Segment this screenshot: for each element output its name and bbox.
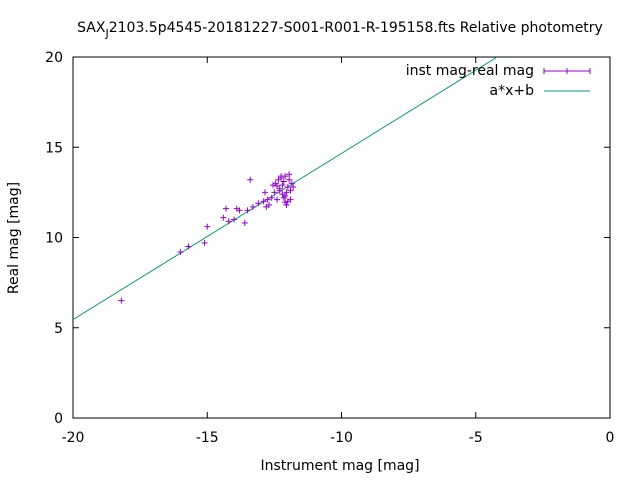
data-point [274,183,281,190]
x-tick-label: -15 [196,430,219,446]
x-axis-label: Instrument mag [mag] [260,458,419,474]
y-axis-label: Real mag [mag] [6,182,22,294]
data-point [271,189,278,196]
data-point [249,203,256,210]
plot-area [73,57,498,321]
x-axis-ticks: -20 -15 -10 -5 0 [62,57,615,446]
data-point [223,205,230,212]
data-point [290,183,297,190]
data-point [201,239,208,246]
data-point [118,297,125,304]
data-point [276,187,283,194]
legend-label-points: inst mag-real mag [406,63,534,79]
legend: inst mag-real mag a*x+b [406,63,591,99]
chart-title-prefix: SAX [77,20,106,36]
data-point [284,183,291,190]
data-point [204,223,211,230]
data-point [244,207,251,214]
data-point [247,176,254,183]
data-point [280,194,287,201]
data-point [279,182,286,189]
fit-line-series [73,57,498,321]
y-tick-label: 15 [45,140,63,156]
chart-title-subscript: J [104,27,108,40]
data-point [272,180,279,187]
data-point [266,202,273,209]
data-point [274,196,281,203]
data-point [261,189,268,196]
y-tick-label: 0 [54,411,63,427]
y-tick-label: 5 [54,321,63,337]
x-tick-label: -5 [469,430,483,446]
data-point [241,220,248,227]
chart-title-rest: 2103.5p4545-20181227-S001-R001-R-195158.… [109,20,603,36]
y-tick-label: 10 [45,231,63,247]
data-point [255,200,262,207]
x-tick-label: -20 [62,430,85,446]
scatter-series [118,171,297,304]
data-point [260,198,267,205]
y-axis-ticks: 0 5 10 15 20 [45,50,610,427]
data-point [283,202,290,209]
data-point [280,178,287,185]
data-point [282,199,289,206]
fit-line [73,57,498,321]
legend-label-line: a*x+b [490,83,535,99]
plot-frame [72,56,611,419]
data-point [278,173,285,180]
y-tick-label: 20 [45,50,63,66]
data-point [185,243,192,250]
data-point [225,218,232,225]
data-point [177,248,184,255]
legend-sample-points [543,68,591,74]
data-point [220,214,227,221]
data-point [286,176,293,183]
data-point [268,194,275,201]
data-point [288,180,295,187]
legend-point-marker [564,68,570,74]
data-point [287,196,294,203]
data-point [283,189,290,196]
data-point [286,171,293,178]
x-tick-label: 0 [606,430,615,446]
data-point [231,216,238,223]
x-tick-label: -10 [330,430,353,446]
data-point [264,196,271,203]
data-point [236,207,243,214]
data-point [287,187,294,194]
chart-title: SAXJ2103.5p4545-20181227-S001-R001-R-195… [77,20,603,40]
